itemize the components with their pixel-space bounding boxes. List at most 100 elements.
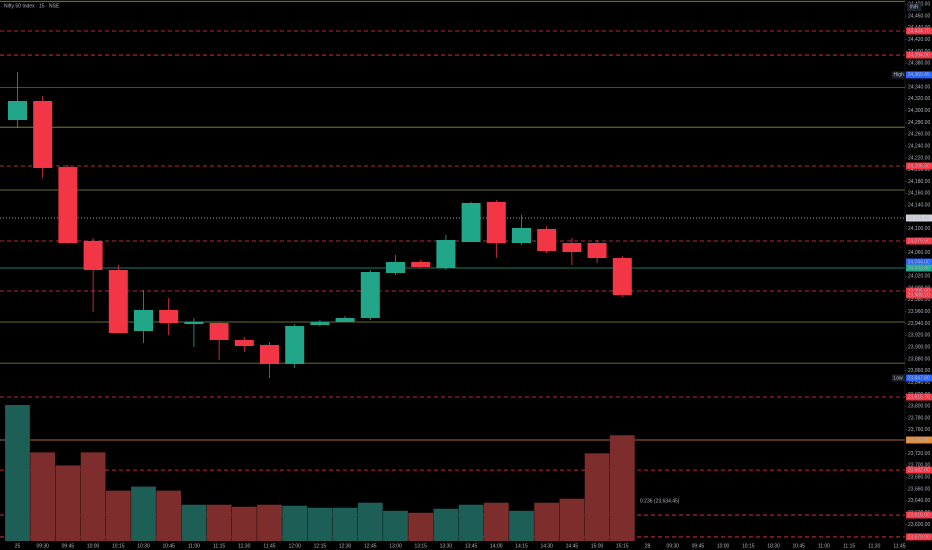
- candle-body: [58, 167, 78, 244]
- level-label: 24,118.40: [908, 215, 930, 221]
- x-tick-label: 12:30: [339, 543, 352, 549]
- x-tick-label: 13:15: [414, 543, 427, 549]
- y-tick-label: 24,100.00: [908, 226, 930, 232]
- y-tick-label: 24,240.00: [908, 143, 930, 149]
- level-label-box: [906, 533, 932, 541]
- volume-bar: [458, 504, 484, 541]
- currency-box: [907, 3, 921, 11]
- y-tick-label: 23,800.00: [908, 404, 930, 410]
- candle-body: [33, 100, 53, 168]
- volume-bar: [206, 504, 232, 541]
- y-tick-label: 24,220.00: [908, 155, 930, 161]
- level-tag-box: [892, 71, 905, 79]
- candle-body: [260, 345, 279, 364]
- volume-bar: [30, 452, 56, 541]
- level-label-box: [906, 511, 932, 519]
- volume-bar: [534, 502, 560, 541]
- candle-body: [461, 202, 481, 243]
- y-tick-label: 23,680.00: [908, 475, 930, 481]
- volume-bar: [80, 452, 106, 541]
- x-tick-label: 12:00: [288, 543, 301, 549]
- x-tick-label: 10:15: [742, 543, 755, 549]
- x-tick-label: 11:15: [843, 543, 855, 549]
- y-tick-label: 24,320.00: [908, 96, 930, 102]
- candles: [8, 72, 632, 378]
- candle-body: [209, 323, 229, 340]
- x-tick-label: 11:45: [263, 543, 275, 549]
- candle-body: [108, 269, 128, 334]
- candle-body: [486, 201, 506, 244]
- chart-title: Nifty 50 Index · 15 · NSE: [4, 3, 60, 9]
- x-tick-label: 09:30: [36, 543, 49, 549]
- volume-bar: [131, 486, 156, 541]
- y-tick-label: 24,420.00: [908, 37, 930, 43]
- level-label: 23,815.70: [908, 394, 930, 400]
- level-label: 24,079.50: [908, 238, 930, 244]
- x-tick-label: 11:00: [818, 543, 830, 549]
- level-label-box: [906, 291, 932, 299]
- x-tick-label: 14:00: [490, 543, 503, 549]
- candle-body: [159, 310, 179, 324]
- candle-body: [537, 228, 557, 251]
- level-label-box: [906, 71, 932, 79]
- x-tick-label: 11:30: [868, 543, 880, 549]
- volume-bar: [5, 405, 30, 541]
- y-tick-label: 23,960.00: [908, 309, 930, 315]
- y-tick-label: 24,140.00: [908, 203, 930, 209]
- x-tick-label: 28: [645, 543, 651, 549]
- y-tick-label: 24,160.00: [908, 191, 930, 197]
- candle-body: [335, 317, 355, 323]
- level-tag-box: [892, 374, 905, 382]
- candle-body: [587, 243, 607, 259]
- volume-pane: [5, 405, 635, 541]
- y-tick-label: 23,600.00: [908, 522, 930, 528]
- candle-body: [83, 241, 103, 270]
- level-label: 24,206.30: [908, 163, 930, 169]
- axis-labels: 24,480.0024,460.0024,440.0024,420.0024,4…: [15, 2, 932, 549]
- volume-bar: [105, 490, 131, 541]
- candle-body: [234, 339, 254, 347]
- y-tick-label: 24,380.00: [908, 61, 930, 67]
- candle-body: [8, 100, 27, 121]
- x-tick-label: 09:30: [666, 543, 679, 549]
- candle-body: [134, 310, 153, 331]
- x-tick-label: 11:15: [213, 543, 225, 549]
- level-label: 24,434.70: [908, 28, 930, 34]
- volume-bar: [408, 512, 434, 541]
- level-label: 24,033.80: [908, 265, 930, 271]
- level-label: 23,692.00: [908, 467, 930, 473]
- level-label: 23,988.20: [908, 292, 930, 298]
- volume-bar: [509, 510, 534, 541]
- candle-body: [184, 322, 204, 325]
- candle-body: [285, 326, 305, 364]
- level-tag: Low: [894, 375, 904, 381]
- y-tick-label: 23,660.00: [908, 486, 930, 492]
- y-tick-label: 23,780.00: [908, 415, 930, 421]
- price-axis: [905, 0, 932, 550]
- level-label-box: [906, 436, 932, 444]
- y-tick-label: 24,300.00: [908, 108, 930, 114]
- volume-bar: [483, 502, 509, 541]
- x-tick-label: 15:00: [591, 543, 604, 549]
- volume-bar: [332, 507, 358, 541]
- volume-bar: [181, 504, 207, 541]
- y-tick-label: 23,940.00: [908, 321, 930, 327]
- x-tick-label: 10:45: [162, 543, 175, 549]
- level-label: 23,995.00: [908, 288, 930, 294]
- x-tick-label: 11:30: [238, 543, 250, 549]
- x-tick-label: 15:15: [616, 543, 629, 549]
- currency: INR: [910, 4, 919, 10]
- volume-bar: [383, 510, 408, 541]
- volume-bar: [156, 490, 182, 541]
- x-tick-label: 09:45: [62, 543, 75, 549]
- x-tick-label: 10:15: [112, 543, 125, 549]
- volume-bar: [282, 505, 308, 541]
- volume-bar: [257, 504, 282, 541]
- y-tick-label: 23,760.00: [908, 427, 930, 433]
- x-tick-label: 14:30: [540, 543, 553, 549]
- level-label-box: [906, 51, 932, 59]
- y-tick-label: 23,720.00: [908, 451, 930, 457]
